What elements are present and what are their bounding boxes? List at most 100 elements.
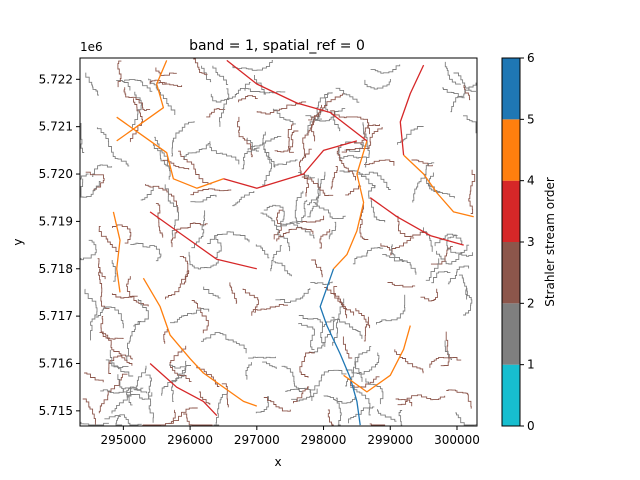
stream-segment-order-1	[391, 244, 404, 263]
stream-segment-order-1	[219, 88, 230, 127]
stream-segment-order-1	[133, 299, 149, 327]
stream-segment-order-1	[307, 178, 319, 218]
stream-segment-order-1	[345, 356, 359, 387]
stream-segment-order-1	[281, 365, 302, 393]
stream-segment-order-1	[264, 148, 276, 168]
stream-segment-order-1	[263, 204, 285, 227]
stream-segment-order-1	[423, 227, 433, 252]
stream-segment-order-1	[274, 159, 298, 168]
y-tick-label: 5.720	[39, 167, 73, 181]
stream-segment-order-2	[238, 95, 258, 103]
stream-segment-order-2	[274, 130, 299, 153]
stream-segment-order-1	[241, 147, 260, 170]
stream-segment-order-1	[124, 79, 153, 92]
stream-segment-order-1	[397, 126, 424, 145]
y-tick-label: 5.716	[39, 356, 73, 370]
stream-segment-order-2	[319, 229, 331, 249]
stream-segment-order-1	[154, 136, 171, 180]
stream-segment-order-1	[152, 143, 171, 170]
stream-segment-order-1	[232, 60, 273, 71]
stream-segment-order-1	[362, 122, 370, 168]
stream-segment-order-2	[336, 146, 356, 181]
stream-segment-order-1	[453, 72, 476, 92]
stream-segment-order-1	[270, 245, 282, 272]
stream-segment-order-2	[251, 303, 288, 316]
stream-segment-order-2	[98, 268, 110, 309]
stream-segment-order-2	[430, 246, 453, 265]
colorbar-bin	[502, 303, 520, 365]
stream-segment-order-1	[344, 141, 364, 152]
stream-segment-order-2	[468, 169, 476, 214]
stream-segment-order-1	[161, 360, 187, 396]
stream-segment-order-2	[129, 98, 143, 143]
stream-segment-order-2	[363, 316, 369, 342]
stream-segment-order-1	[126, 386, 147, 406]
stream-segment-order-1	[273, 261, 292, 277]
stream-segment-order-2	[420, 288, 438, 302]
stream-segment-order-2	[111, 293, 138, 299]
stream-segment-order-2	[198, 391, 211, 405]
stream-segment-order-1	[255, 396, 269, 414]
stream-segment-order-2	[206, 108, 226, 118]
x-tick-label: 298000	[301, 433, 347, 447]
stream-network	[80, 58, 477, 426]
stream-segment-order-1	[354, 346, 372, 382]
stream-segment-order-2	[170, 222, 208, 248]
stream-segment-order-2	[299, 148, 312, 197]
stream-segment-order-1	[310, 369, 347, 394]
stream-segment-order-2	[193, 58, 208, 75]
stream-segment-order-1	[172, 121, 195, 142]
stream-segment-order-2	[97, 258, 106, 280]
stream-segment-order-1	[262, 131, 272, 186]
stream-segment-order-2	[300, 215, 325, 223]
stream-segment-order-2	[369, 423, 386, 426]
stream-segment-order-1	[309, 316, 335, 353]
stream-segment-order-2	[302, 120, 315, 158]
colorbar-tick-label: 0	[527, 419, 535, 433]
stream-segment-order-1	[370, 64, 401, 74]
stream-segment-order-2	[276, 227, 314, 242]
stream-segment-order-1	[111, 260, 117, 282]
y-tick-label: 5.715	[39, 404, 73, 418]
stream-order-4	[403, 154, 474, 218]
y-axis: 5.715 5.716 5.717 5.718 5.719 5.720 5.721 5.722	[39, 72, 80, 418]
stream-order-4	[343, 325, 411, 393]
y-tick-label: 5.719	[39, 214, 73, 228]
stream-segment-order-2	[387, 282, 416, 288]
x-tick-label: 300000	[434, 433, 480, 447]
stream-segment-order-1	[201, 65, 212, 83]
stream-segment-order-2	[99, 332, 133, 360]
stream-segment-order-1	[428, 172, 441, 192]
x-axis: 295000 296000 297000 298000 299000 300000	[100, 426, 480, 447]
stream-segment-order-1	[109, 349, 134, 377]
stream-segment-order-2	[100, 316, 124, 340]
stream-order-4	[112, 211, 121, 293]
x-tick-label: 299000	[367, 433, 413, 447]
stream-segment-order-1	[294, 190, 304, 224]
stream-segment-order-1	[446, 235, 473, 257]
stream-segment-order-1	[447, 265, 470, 285]
stream-segment-order-2	[149, 79, 167, 85]
y-offset-label: 1e6	[80, 40, 103, 54]
stream-segment-order-1	[105, 359, 129, 368]
stream-order-5	[319, 268, 361, 426]
stream-order-4	[116, 60, 168, 142]
y-axis-label: y	[11, 238, 25, 245]
stream-segment-order-2	[333, 286, 348, 319]
stream-segment-order-1	[313, 202, 346, 220]
stream-segment-order-2	[395, 215, 431, 237]
stream-segment-order-2	[190, 188, 232, 196]
colorbar-tick-label: 3	[527, 235, 535, 249]
stream-segment-order-1	[203, 286, 221, 299]
stream-segment-order-1	[298, 323, 315, 351]
stream-segment-order-1	[80, 173, 89, 180]
stream-segment-order-1	[80, 239, 97, 261]
stream-segment-order-1	[164, 184, 179, 237]
stream-segment-order-1	[352, 247, 384, 265]
stream-segment-order-1	[190, 194, 217, 203]
stream-segment-order-1	[171, 367, 186, 403]
stream-segment-order-1	[232, 191, 255, 207]
stream-segment-order-2	[330, 110, 370, 135]
stream-segment-order-2	[308, 93, 345, 121]
